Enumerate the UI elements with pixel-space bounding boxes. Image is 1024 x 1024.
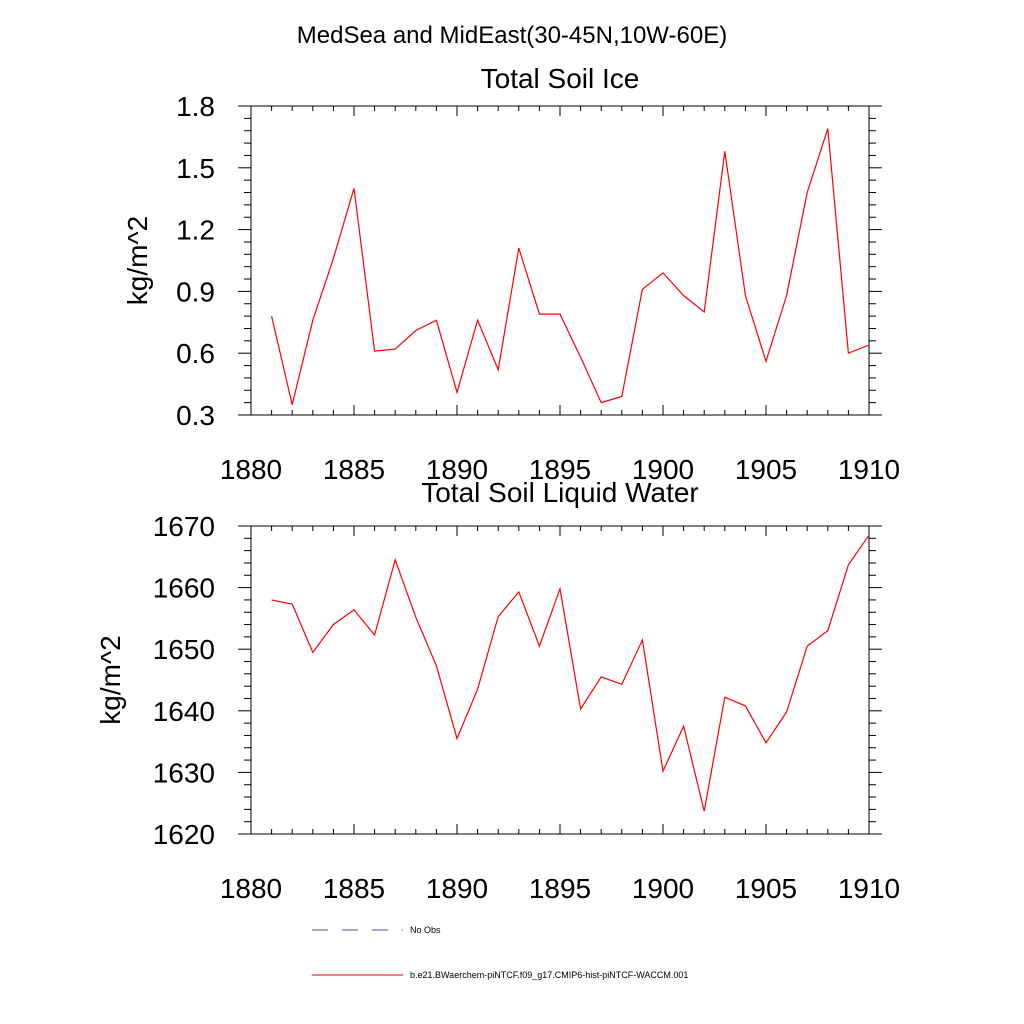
x-tick-label: 1895 [529,873,591,904]
x-tick-label: 1910 [838,454,900,485]
panel-total-soil-ice: Total Soil Ice kg/m^2 1880 1885 1890 1895 1900… [122,63,900,485]
series-line [271,534,870,812]
y-tick-label: 1.5 [176,153,215,184]
x-tick-label: 1905 [735,454,797,485]
y-tick-label: 1670 [153,511,215,542]
y-tick-label: 1630 [153,757,215,788]
figure-title: MedSea and MidEast(30-45N,10W-60E) [297,22,727,49]
x-tick-label: 1900 [632,873,694,904]
y-tick-label: 1620 [153,819,215,850]
x-tick-label: 1885 [323,873,385,904]
x-tick-label: 1910 [838,873,900,904]
x-tick-label: 1890 [426,873,488,904]
y-axis-label: kg/m^2 [122,216,153,305]
x-tick-label: 1905 [735,873,797,904]
series-line [271,128,870,405]
y-tick-label: 1650 [153,634,215,665]
x-tick-label: 1890 [426,454,488,485]
y-tick-label: 1640 [153,696,215,727]
y-tick-label: 0.9 [176,276,215,307]
legend-entry-no-obs: No Obs [312,925,441,935]
legend-entry-model-run: b.e21.BWaerchem-piNTCF.f09_g17.CMIP6-his… [312,970,688,980]
x-tick-label: 1880 [220,873,282,904]
plot-frame [250,105,870,416]
y-tick-label: 1660 [153,573,215,604]
legend-label-model-run: b.e21.BWaerchem-piNTCF.f09_g17.CMIP6-his… [410,970,688,980]
legend-label-no-obs: No Obs [410,925,441,935]
panel-total-soil-liquid-water: Total Soil Liquid Water kg/m^2 1880 1885 189… [95,477,900,904]
y-tick-label: 0.3 [176,400,215,431]
plot-frame [250,525,870,835]
x-tick-label: 1895 [529,454,591,485]
x-tick-label: 1880 [220,454,282,485]
panel-title: Total Soil Ice [481,63,640,94]
panel-title: Total Soil Liquid Water [421,477,699,508]
x-tick-label: 1885 [323,454,385,485]
y-axis-label: kg/m^2 [95,635,126,724]
y-tick-label: 1.8 [176,91,215,122]
y-tick-label: 0.6 [176,338,215,369]
legend: No Obs b.e21.BWaerchem-piNTCF.f09_g17.CM… [312,925,688,980]
x-tick-label: 1900 [632,454,694,485]
y-tick-label: 1.2 [176,215,215,246]
